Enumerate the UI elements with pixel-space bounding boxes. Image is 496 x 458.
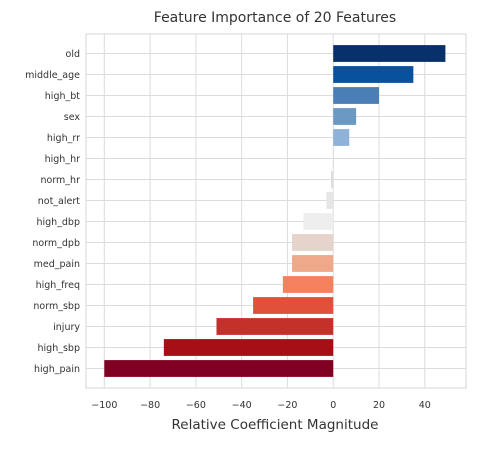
bar-high-rr bbox=[333, 129, 350, 146]
y-tick-label: high_bt bbox=[45, 91, 80, 102]
bar-high-dbp bbox=[303, 213, 334, 230]
bar-middle-age bbox=[333, 66, 414, 83]
plot-frame bbox=[85, 33, 467, 389]
x-tick-label: −60 bbox=[186, 400, 206, 411]
bar-med-pain bbox=[292, 255, 334, 272]
x-tick-label: −80 bbox=[140, 400, 160, 411]
y-tick-label: norm_sbp bbox=[33, 301, 80, 312]
x-tick-label: −40 bbox=[232, 400, 252, 411]
bar-norm-sbp bbox=[253, 297, 334, 314]
y-tick-label: injury bbox=[53, 322, 80, 333]
bar-sex bbox=[333, 108, 357, 125]
bar-high-hr bbox=[333, 150, 334, 167]
y-tick-label: high_sbp bbox=[38, 343, 80, 354]
y-tick-label: sex bbox=[64, 112, 81, 123]
y-tick-label: med_pain bbox=[34, 259, 80, 270]
chart-title: Feature Importance of 20 Features bbox=[154, 10, 396, 26]
x-tick-label: 20 bbox=[373, 400, 385, 411]
bar-high-sbp bbox=[163, 339, 334, 356]
x-tick-label: −20 bbox=[277, 400, 297, 411]
x-tick-label: 0 bbox=[330, 400, 336, 411]
x-tick-label: −100 bbox=[91, 400, 117, 411]
y-tick-label: not_alert bbox=[38, 196, 81, 207]
y-tick-label: high_pain bbox=[34, 364, 80, 375]
y-tick-label: high_dbp bbox=[36, 217, 80, 228]
x-tick-label: 40 bbox=[419, 400, 431, 411]
bar-old bbox=[333, 45, 446, 62]
y-tick-label: high_freq bbox=[36, 280, 80, 291]
y-tick-label: middle_age bbox=[25, 70, 80, 81]
y-tick-label: norm_dpb bbox=[32, 238, 80, 249]
y-tick-label: norm_hr bbox=[40, 175, 80, 186]
bar-norm-hr bbox=[330, 171, 334, 188]
bar-not-alert bbox=[326, 192, 334, 209]
y-tick-label: old bbox=[66, 49, 80, 60]
bar-high-freq bbox=[282, 276, 334, 293]
bar-high-bt bbox=[333, 87, 380, 104]
bar-injury bbox=[216, 318, 334, 335]
bar-norm-dpb bbox=[292, 234, 334, 251]
bar-high-pain bbox=[104, 360, 334, 377]
bars bbox=[104, 45, 446, 377]
x-axis-label: Relative Coefficient Magnitude bbox=[172, 417, 379, 433]
x-tick-labels: −100 −80 −60 −40 −20 0 20 40 bbox=[91, 400, 431, 411]
y-tick-label: high_rr bbox=[47, 133, 80, 144]
y-tick-label: high_hr bbox=[45, 154, 80, 165]
